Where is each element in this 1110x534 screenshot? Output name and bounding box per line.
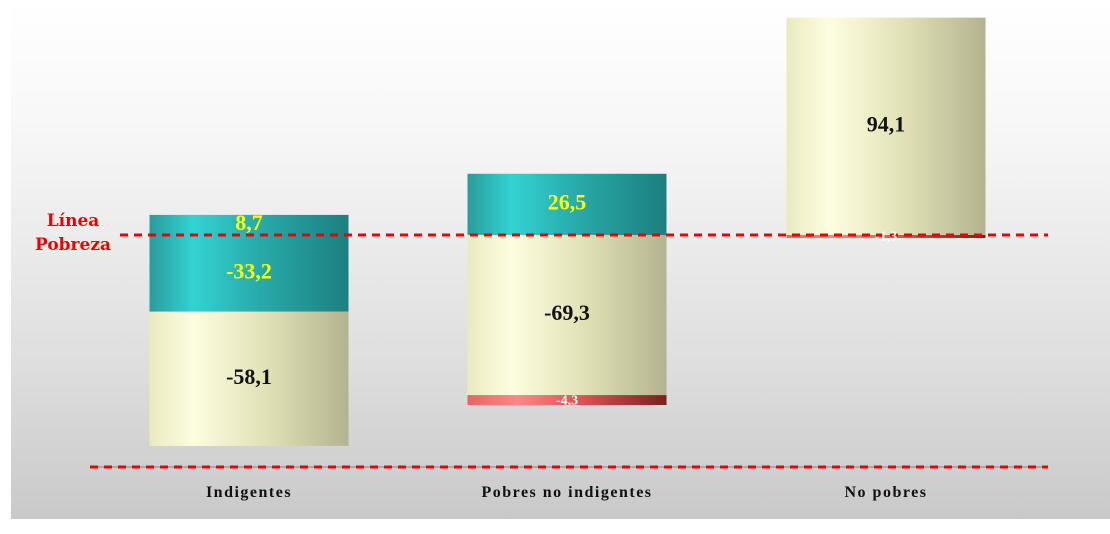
- bar-segment: [786, 235, 986, 239]
- poverty-line-label: Pobreza: [35, 235, 111, 255]
- bar-value-label: -33,2: [226, 258, 272, 283]
- poverty-line-label: Línea: [47, 211, 100, 231]
- bar-value-label: 8,7: [235, 210, 263, 235]
- bar-value-label: -4,3: [556, 393, 578, 408]
- bar-segment: [149, 235, 349, 312]
- bar-value-label: 94,1: [867, 111, 906, 136]
- bar-segment: [467, 395, 667, 406]
- bar-value-label: -1,3: [875, 230, 897, 245]
- bar-segment: [467, 173, 667, 235]
- bar-segment: [786, 17, 986, 236]
- category-label: Pobres no indigentes: [481, 484, 652, 501]
- bar-value-label: -69,3: [544, 300, 590, 325]
- bar-segment: [467, 235, 667, 396]
- bar-segment: [149, 214, 349, 235]
- bar-value-label: -58,1: [226, 364, 272, 389]
- bar-segment: [149, 311, 349, 446]
- category-label: Indigentes: [206, 484, 292, 501]
- bar-value-label: 26,5: [548, 189, 587, 214]
- category-label: No pobres: [845, 484, 928, 501]
